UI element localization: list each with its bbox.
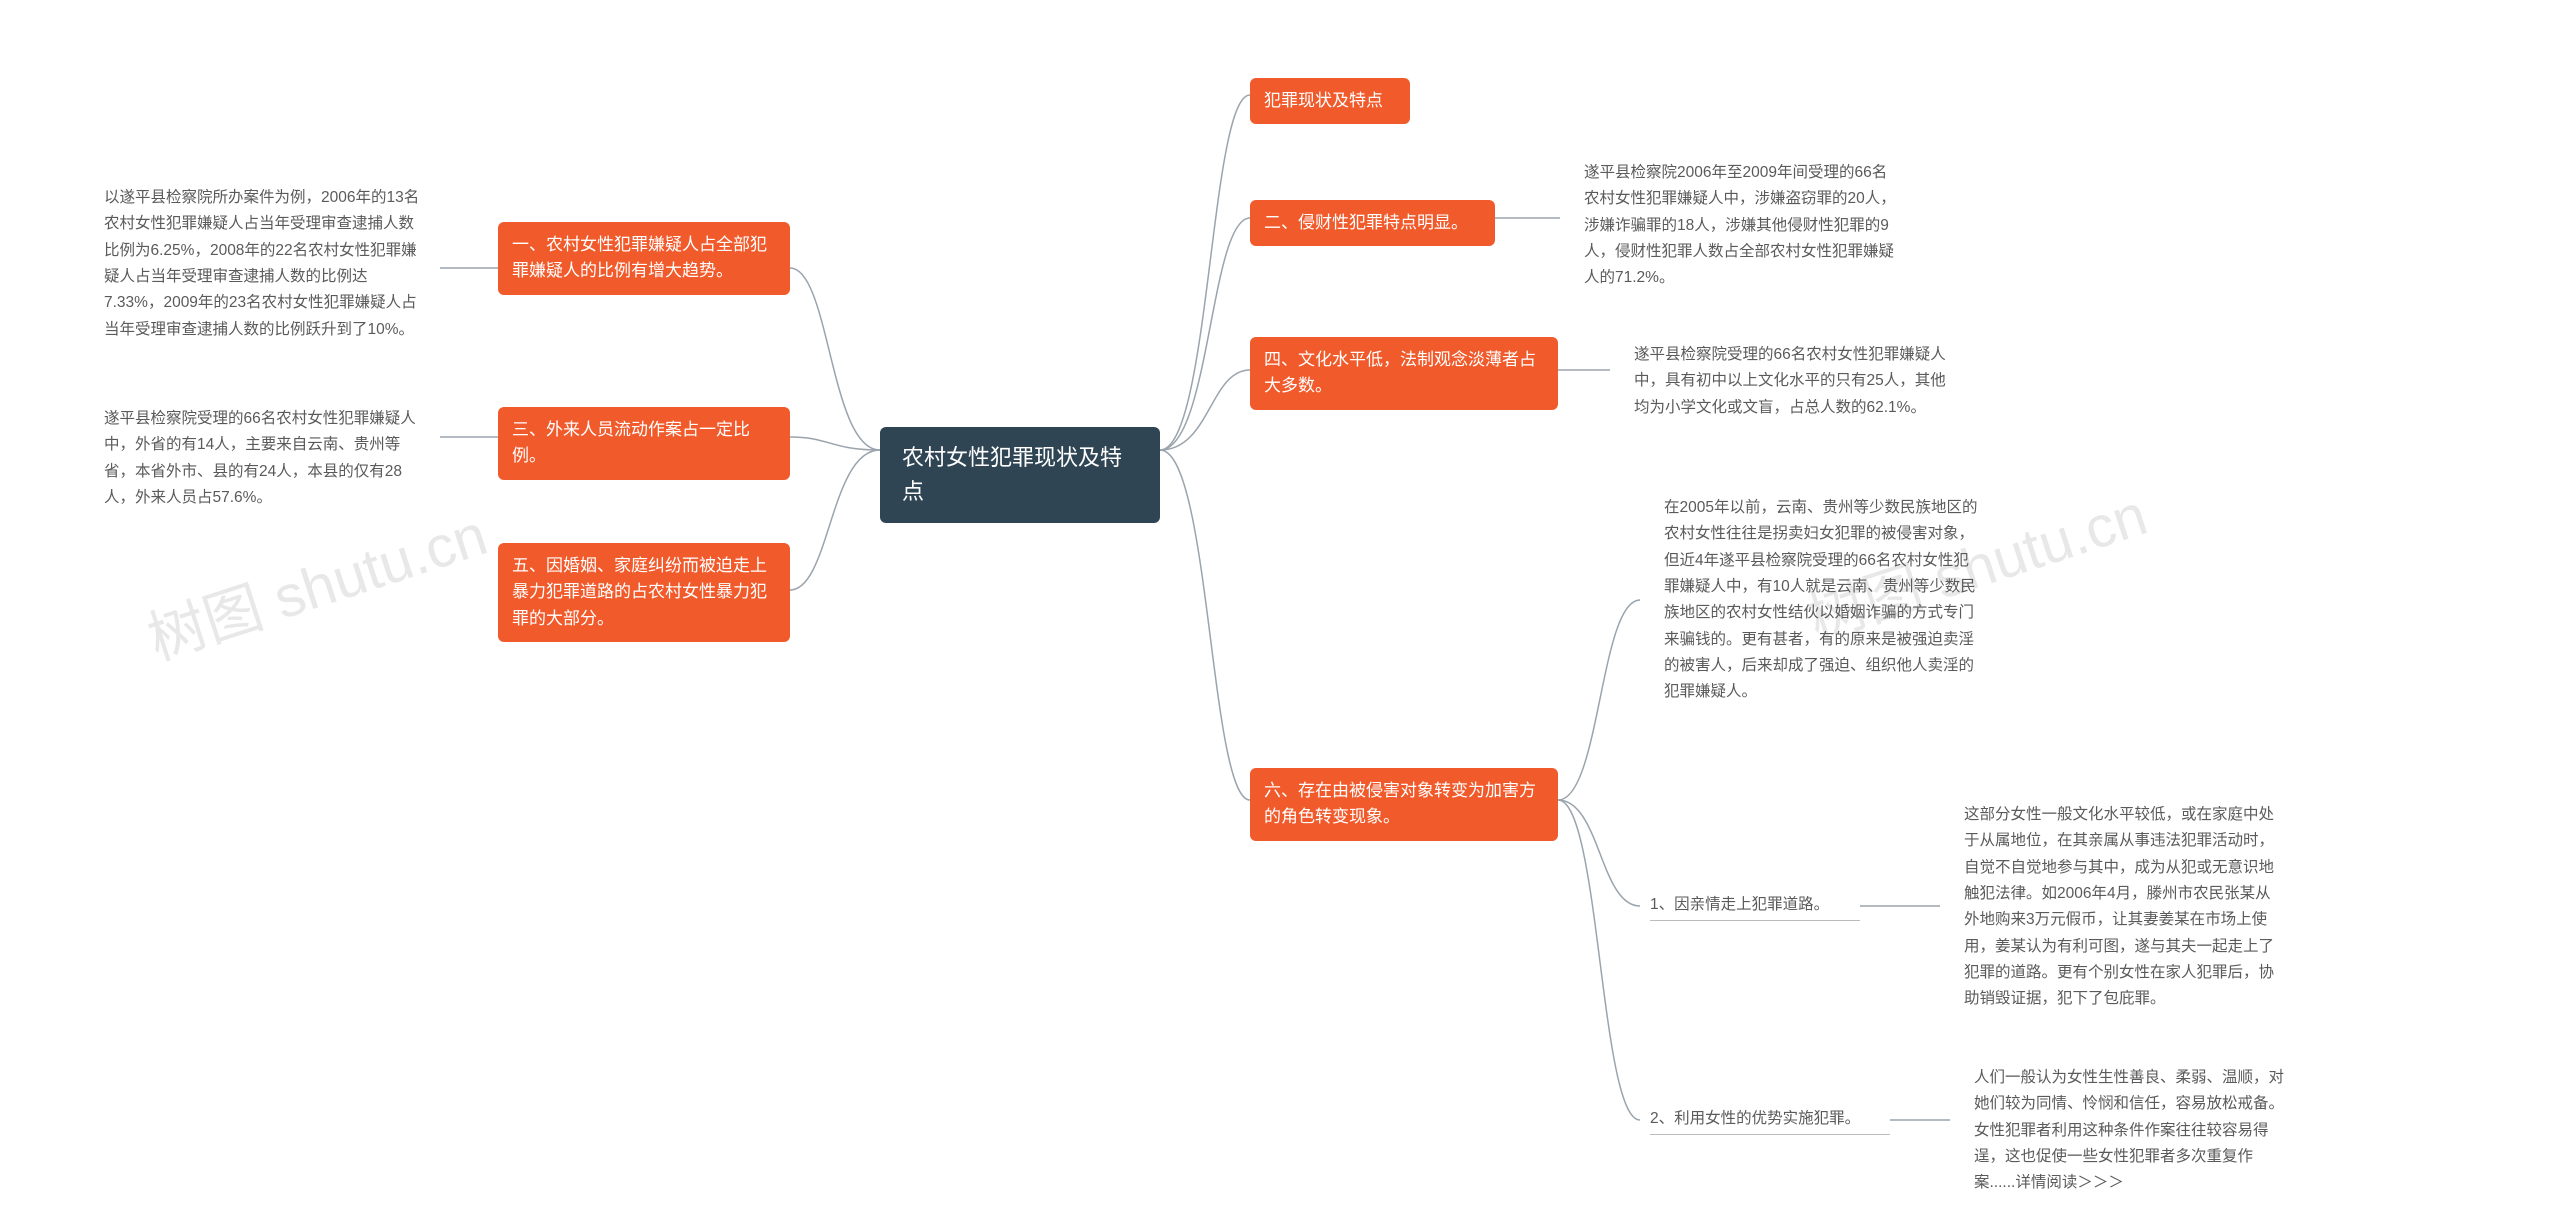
- root-node[interactable]: 农村女性犯罪现状及特点: [880, 427, 1160, 523]
- branch-6[interactable]: 六、存在由被侵害对象转变为加害方的角色转变现象。: [1250, 768, 1558, 841]
- branch-0[interactable]: 犯罪现状及特点: [1250, 78, 1410, 124]
- sub-2-leaf: 人们一般认为女性生性善良、柔弱、温顺，对她们较为同情、怜悯和信任，容易放松戒备。…: [1960, 1055, 2305, 1207]
- sub-2-label[interactable]: 2、利用女性的优势实施犯罪。: [1650, 1106, 1890, 1135]
- sub-1-leaf: 这部分女性一般文化水平较低，或在家庭中处于从属地位，在其亲属从事违法犯罪活动时，…: [1950, 792, 2295, 1023]
- branch-2[interactable]: 二、侵财性犯罪特点明显。: [1250, 200, 1495, 246]
- leaf-4: 遂平县检察院受理的66名农村女性犯罪嫌疑人中，具有初中以上文化水平的只有25人，…: [1620, 332, 1965, 431]
- branch-3[interactable]: 三、外来人员流动作案占一定比例。: [498, 407, 790, 480]
- branch-1[interactable]: 一、农村女性犯罪嫌疑人占全部犯罪嫌疑人的比例有增大趋势。: [498, 222, 790, 295]
- leaf-3: 遂平县检察院受理的66名农村女性犯罪嫌疑人中，外省的有14人，主要来自云南、贵州…: [90, 396, 440, 521]
- branch-4[interactable]: 四、文化水平低，法制观念淡薄者占大多数。: [1250, 337, 1558, 410]
- leaf-6-top: 在2005年以前，云南、贵州等少数民族地区的农村女性往往是拐卖妇女犯罪的被侵害对…: [1650, 485, 1995, 716]
- branch-5[interactable]: 五、因婚姻、家庭纠纷而被迫走上暴力犯罪道路的占农村女性暴力犯罪的大部分。: [498, 543, 790, 642]
- leaf-1: 以遂平县检察院所办案件为例，2006年的13名农村女性犯罪嫌疑人占当年受理审查逮…: [90, 175, 440, 353]
- sub-1-label[interactable]: 1、因亲情走上犯罪道路。: [1650, 892, 1860, 921]
- leaf-2: 遂平县检察院2006年至2009年间受理的66名农村女性犯罪嫌疑人中，涉嫌盗窃罪…: [1570, 150, 1915, 302]
